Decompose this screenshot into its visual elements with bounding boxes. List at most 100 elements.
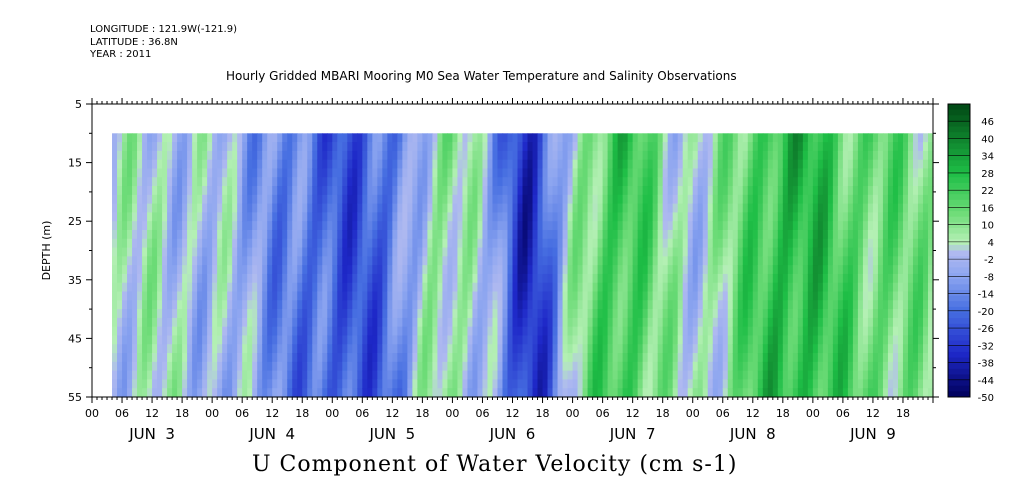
heatmap-cell — [807, 291, 814, 301]
heatmap-cell — [667, 379, 674, 389]
heatmap-cell — [532, 256, 539, 266]
heatmap-cell — [352, 353, 358, 363]
heatmap-cell — [257, 186, 263, 196]
heatmap-cell — [762, 317, 769, 328]
heatmap-cell — [482, 379, 489, 389]
heatmap-cell — [202, 317, 208, 328]
heatmap-cell — [602, 142, 609, 152]
heatmap-cell — [377, 194, 383, 205]
heatmap-cell — [152, 265, 158, 275]
heatmap-cell — [242, 150, 248, 161]
heatmap-cell — [617, 177, 624, 187]
heatmap-cell — [342, 168, 348, 178]
heatmap-cell — [787, 186, 794, 196]
heatmap-cell — [467, 159, 474, 170]
heatmap-cell — [342, 335, 348, 345]
heatmap-cell — [547, 317, 554, 328]
heatmap-cell — [697, 186, 704, 196]
heatmap-cell — [502, 194, 509, 205]
heatmap-cell — [252, 379, 258, 389]
heatmap-cell — [202, 133, 208, 143]
heatmap-cell — [402, 142, 408, 152]
heatmap-cell — [637, 203, 644, 214]
heatmap-cell — [812, 159, 819, 170]
heatmap-cell — [852, 133, 859, 143]
heatmap-cell — [817, 326, 824, 337]
heatmap-cell — [167, 265, 173, 275]
heatmap-cell — [547, 133, 554, 143]
heatmap-cell — [672, 203, 679, 214]
heatmap-cell — [667, 388, 674, 398]
heatmap-cell — [352, 265, 358, 275]
heatmap-cell — [732, 326, 739, 337]
heatmap-cell — [752, 159, 759, 170]
heatmap-cell — [247, 309, 253, 319]
heatmap-cell — [647, 291, 654, 301]
heatmap-cell — [377, 133, 383, 143]
heatmap-cell — [137, 335, 143, 345]
heatmap-cell — [872, 221, 879, 231]
heatmap-cell — [192, 326, 198, 337]
heatmap-cell — [422, 300, 428, 310]
heatmap-cell — [867, 194, 874, 205]
heatmap-cell — [772, 150, 779, 161]
heatmap-cell — [707, 142, 714, 152]
heatmap-cell — [482, 168, 489, 178]
heatmap-cell — [647, 300, 654, 310]
heatmap-cell — [922, 247, 929, 257]
heatmap-cell — [757, 150, 764, 161]
heatmap-cell — [217, 142, 223, 152]
heatmap-cell — [497, 168, 504, 178]
heatmap-cell — [157, 133, 163, 143]
heatmap-cell — [182, 194, 188, 205]
heatmap-cell — [152, 361, 158, 372]
heatmap-cell — [217, 247, 223, 257]
heatmap-cell — [552, 177, 559, 187]
heatmap-cell — [627, 247, 634, 257]
heatmap-cell — [822, 186, 829, 196]
heatmap-cell — [712, 159, 719, 170]
heatmap-cell — [697, 194, 704, 205]
heatmap-cell — [357, 142, 363, 152]
heatmap-cell — [167, 133, 173, 143]
heatmap-cell — [387, 353, 393, 363]
heatmap-cell — [237, 142, 243, 152]
heatmap-cell — [142, 256, 148, 266]
heatmap-cell — [397, 256, 403, 266]
heatmap-cell — [517, 203, 524, 214]
heatmap-cell — [877, 159, 884, 170]
heatmap-cell — [657, 142, 664, 152]
heatmap-cell — [587, 379, 594, 389]
heatmap-cell — [617, 291, 624, 301]
heatmap-cell — [232, 177, 238, 187]
heatmap-cell — [512, 309, 519, 319]
heatmap-cell — [877, 194, 884, 205]
heatmap-cell — [692, 133, 699, 143]
heatmap-cell — [697, 229, 704, 240]
heatmap-cell — [812, 282, 819, 293]
heatmap-cell — [242, 335, 248, 345]
heatmap-cell — [867, 238, 874, 249]
heatmap-cell — [922, 133, 929, 143]
heatmap-cell — [507, 326, 514, 337]
heatmap-cell — [397, 273, 403, 284]
heatmap-cell — [357, 186, 363, 196]
heatmap-cell — [327, 344, 333, 354]
heatmap-cell — [447, 159, 454, 170]
heatmap-cell — [477, 379, 484, 389]
heatmap-cell — [467, 238, 474, 249]
heatmap-cell — [272, 159, 278, 170]
heatmap-cell — [387, 203, 393, 214]
heatmap-cell — [512, 388, 519, 398]
heatmap-cell — [627, 317, 634, 328]
heatmap-cell — [167, 247, 173, 257]
heatmap-cell — [492, 133, 499, 143]
heatmap-cell — [917, 247, 924, 257]
heatmap-cell — [182, 203, 188, 214]
heatmap-cell — [707, 256, 714, 266]
heatmap-cell — [742, 238, 749, 249]
heatmap-cell — [757, 133, 764, 143]
heatmap-cell — [427, 177, 434, 187]
heatmap-cell — [137, 361, 143, 372]
heatmap-cell — [157, 317, 163, 328]
